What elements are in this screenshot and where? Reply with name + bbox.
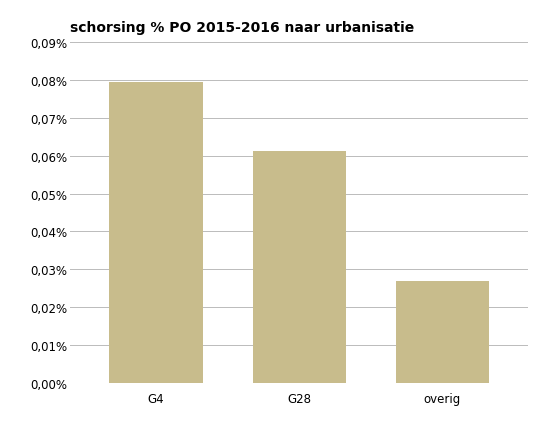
Bar xyxy=(109,83,203,383)
Text: schorsing % PO 2015-2016 naar urbanisatie: schorsing % PO 2015-2016 naar urbanisati… xyxy=(70,20,414,35)
Bar xyxy=(253,151,345,383)
Bar xyxy=(396,281,489,383)
